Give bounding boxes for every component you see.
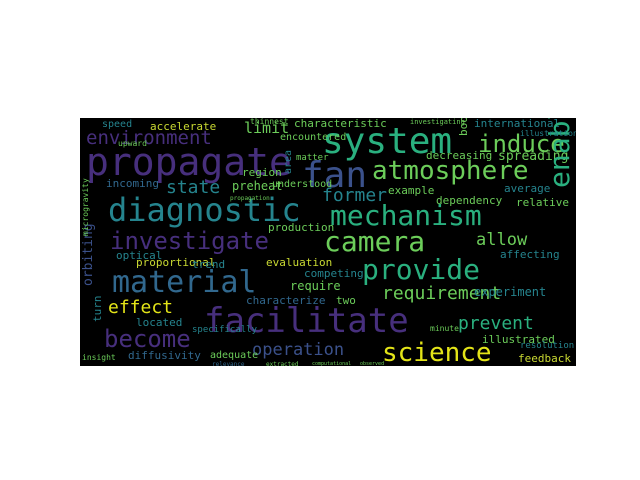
- word-operation: operation: [252, 340, 345, 360]
- word-environment: environment: [86, 127, 212, 149]
- word-production: production: [268, 221, 335, 234]
- word-trend: trend: [192, 258, 226, 271]
- word-science: science: [382, 338, 492, 366]
- word-system: system: [322, 121, 453, 162]
- word-propagation: propagation: [230, 195, 270, 202]
- word-allow: allow: [476, 230, 528, 250]
- word-proportional: proportional: [136, 256, 216, 269]
- word-international: international: [474, 118, 561, 130]
- word-fan: fan: [302, 155, 368, 196]
- word-facilitate: facilitate: [204, 301, 409, 341]
- word-optical: optical: [116, 249, 163, 262]
- word-feedback: feedback: [518, 352, 571, 365]
- word-camera: camera: [324, 225, 426, 258]
- word-decreasing: decreasing: [426, 149, 493, 162]
- word-induce: induce: [478, 130, 565, 158]
- word-spreading: spreading: [498, 149, 569, 164]
- word-diffusivity: diffusivity: [128, 349, 201, 362]
- word-boot: boot: [457, 118, 470, 136]
- word-example: example: [388, 184, 435, 197]
- word-resolution: resolution: [520, 341, 575, 351]
- word-investigate: investigate: [110, 227, 269, 255]
- word-area: area: [283, 149, 294, 174]
- word-upward: upward: [118, 139, 147, 148]
- word-limit: limit: [244, 119, 290, 137]
- word-diagnostic: diagnostic: [108, 191, 301, 229]
- word-prevent: prevent: [458, 313, 534, 334]
- word-located: located: [136, 316, 183, 329]
- word-two: two: [336, 294, 356, 307]
- word-turn: turn: [91, 295, 104, 323]
- word-accelerate: accelerate: [150, 120, 217, 133]
- word-illustrated: illustrated: [482, 333, 555, 346]
- word-matter: matter: [296, 153, 329, 163]
- word-incoming: incoming: [106, 177, 159, 190]
- word-material: material: [112, 265, 257, 300]
- word-cloud: propagate system induce environment limi…: [80, 118, 576, 366]
- word-former: former: [322, 185, 388, 206]
- word-computational: computational: [312, 361, 352, 367]
- word-average: average: [504, 182, 551, 195]
- word-adequate: adequate: [210, 350, 259, 361]
- word-become: become: [104, 325, 191, 353]
- word-extracted: extracted: [266, 361, 299, 367]
- word-relative: relative: [516, 196, 569, 209]
- word-illustration: illustration: [520, 129, 576, 138]
- word-dependency: dependency: [436, 194, 503, 207]
- word-evaluation: evaluation: [266, 256, 333, 269]
- word-minute: minute: [430, 324, 459, 333]
- word-microgravity: microgravity: [81, 178, 90, 236]
- word-region: region: [242, 166, 282, 179]
- word-characteristic: characteristic: [294, 118, 387, 130]
- word-thinnest: thinnest: [250, 118, 289, 126]
- word-affecting: affecting: [500, 248, 560, 261]
- word-relevance: relevance: [212, 361, 245, 367]
- word-investigating: investigating: [410, 118, 465, 126]
- word-propagate: propagate: [86, 140, 292, 184]
- word-mechanism: mechanism: [330, 199, 482, 232]
- word-encountered: encountered: [280, 132, 347, 143]
- word-specifically: specifically: [192, 325, 258, 335]
- word-require: require: [290, 279, 341, 293]
- word-characterize: characterize: [246, 294, 326, 307]
- word-provide: provide: [362, 253, 481, 286]
- word-observed: observed: [360, 361, 385, 367]
- word-atmosphere: atmosphere: [372, 156, 529, 186]
- word-speed: speed: [102, 119, 133, 130]
- word-understood: understood: [272, 179, 333, 190]
- word-experiment: experiment: [474, 285, 547, 299]
- word-competing: competing: [304, 267, 364, 280]
- word-state: state: [166, 177, 221, 198]
- word-requirement: requirement: [382, 283, 502, 304]
- word-preheat: preheat: [232, 179, 283, 193]
- word-insight: insight: [82, 353, 116, 362]
- word-effect: effect: [108, 297, 174, 318]
